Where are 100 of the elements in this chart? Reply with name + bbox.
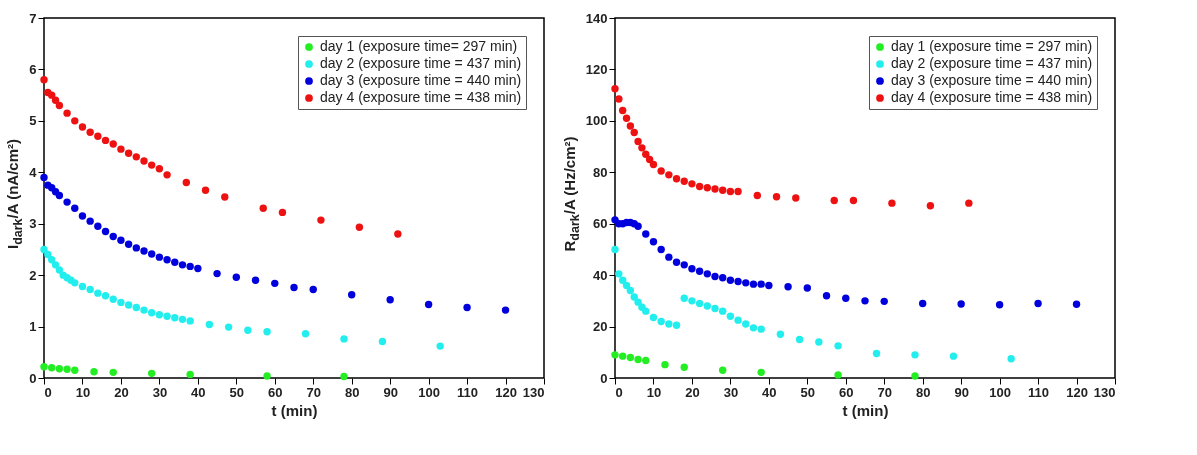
point	[611, 351, 619, 359]
point	[618, 276, 627, 284]
point	[634, 355, 642, 364]
y-tick-label: 140	[585, 10, 608, 26]
point	[86, 217, 94, 225]
point	[155, 253, 164, 261]
x-tick-label: 80	[344, 384, 360, 400]
point	[626, 122, 635, 130]
point	[171, 314, 179, 322]
point	[888, 199, 896, 207]
point	[40, 173, 48, 182]
point	[40, 76, 48, 84]
point	[347, 290, 356, 299]
point	[680, 294, 688, 302]
point	[784, 283, 792, 291]
x-tick-label: 30	[152, 384, 168, 400]
point	[86, 285, 94, 294]
point	[394, 230, 402, 238]
point	[815, 338, 823, 346]
y-tick-label: 100	[585, 113, 608, 129]
x-tick-label: 110	[1028, 384, 1050, 400]
point	[221, 193, 229, 201]
x-tick-label: 100	[418, 384, 440, 400]
point	[688, 297, 696, 305]
point	[147, 308, 156, 317]
point	[749, 324, 758, 332]
x-tick-label: 20	[685, 384, 700, 400]
point	[734, 187, 742, 196]
point	[178, 315, 187, 324]
x-tick-label: 70	[877, 384, 892, 400]
x-tick-label: 90	[954, 384, 969, 400]
point	[55, 101, 64, 110]
point	[224, 323, 233, 331]
point	[278, 208, 287, 217]
point	[749, 280, 758, 288]
x-tick-label: 40	[191, 384, 206, 400]
point	[642, 356, 650, 365]
point	[78, 123, 87, 131]
legend-label: day 1 (exposure time= 297 min)	[320, 38, 518, 54]
point	[101, 136, 110, 145]
point	[140, 247, 148, 255]
point	[109, 232, 117, 241]
point	[618, 106, 627, 115]
point	[63, 109, 71, 117]
point	[757, 280, 765, 288]
point	[117, 298, 125, 307]
x-tick-label: 80	[915, 384, 931, 400]
y-tick-label: 1	[29, 319, 37, 335]
point	[186, 370, 194, 379]
point	[94, 289, 102, 297]
point	[51, 261, 60, 269]
point	[155, 311, 164, 319]
point	[642, 230, 650, 238]
x-tick-label: 10	[75, 384, 91, 400]
point	[201, 186, 210, 194]
point	[718, 186, 727, 194]
x-tick-label: 50	[229, 384, 245, 400]
x-tick-label: 0	[615, 384, 623, 400]
point	[71, 366, 79, 374]
point	[957, 300, 965, 308]
point	[926, 202, 935, 210]
x-tick-label: 40	[762, 384, 777, 400]
point	[378, 337, 387, 346]
legend-label: day 4 (exposure time = 438 min)	[320, 89, 522, 105]
point	[680, 261, 688, 269]
point	[672, 321, 681, 329]
x-tick-label: 0	[44, 384, 52, 400]
point	[830, 196, 838, 205]
point	[695, 267, 704, 275]
point	[718, 307, 727, 315]
point	[1072, 300, 1081, 308]
point	[340, 335, 348, 343]
point	[94, 132, 102, 140]
point	[109, 295, 117, 304]
point	[71, 204, 79, 212]
point	[132, 244, 141, 252]
point	[680, 363, 688, 371]
x-tick-label: 20	[114, 384, 129, 400]
point	[649, 313, 658, 322]
x-tick-label: 100	[989, 384, 1011, 400]
point	[642, 150, 650, 158]
point	[672, 258, 681, 266]
point	[147, 161, 156, 169]
point	[117, 145, 125, 153]
point	[734, 316, 742, 324]
point	[186, 262, 194, 271]
point	[795, 335, 804, 344]
point	[309, 285, 317, 294]
y-tick-label: 40	[593, 267, 608, 283]
point	[711, 185, 719, 193]
point	[834, 342, 842, 350]
y-tick-label: 4	[29, 164, 38, 180]
point	[649, 160, 658, 169]
point	[630, 128, 638, 137]
point	[86, 128, 94, 136]
point	[742, 279, 750, 287]
point	[101, 227, 110, 236]
point	[71, 117, 79, 125]
point	[657, 245, 665, 254]
point	[71, 279, 79, 287]
